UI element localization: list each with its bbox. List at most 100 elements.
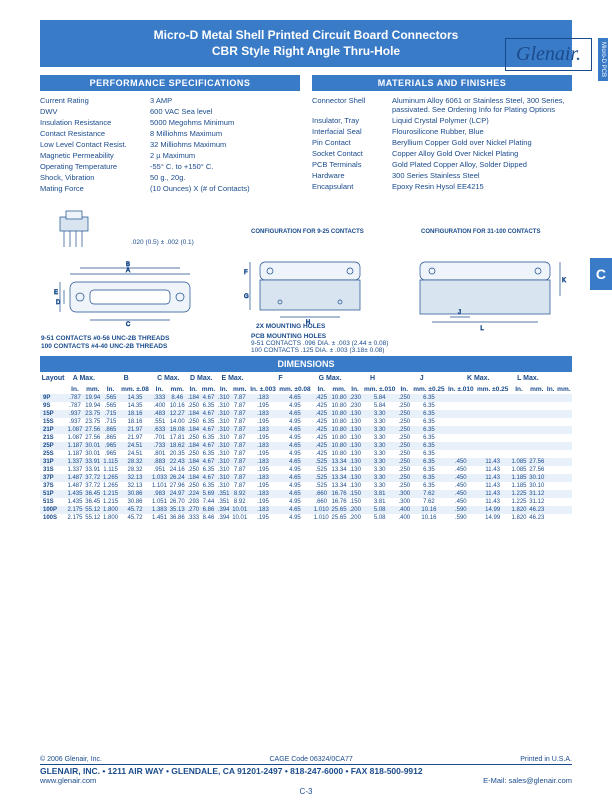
cell: 21S [40, 434, 66, 442]
cell [475, 426, 510, 434]
cell: 37P [40, 474, 66, 482]
cell: .865 [102, 426, 120, 434]
cell: 24.51 [119, 450, 150, 458]
cell: 10.80 [330, 450, 348, 458]
cell [556, 402, 572, 410]
cell: .130 [348, 410, 362, 418]
cell: 1.085 [510, 466, 528, 474]
cell: .787 [66, 394, 84, 402]
cell: 23.75 [84, 418, 102, 426]
cell [556, 450, 572, 458]
col-group: E Max. [217, 372, 249, 383]
cell: 1.101 [151, 482, 169, 490]
svg-text:K: K [562, 278, 566, 284]
spec-label: Shock, Vibration [40, 173, 150, 182]
cell: .250 [397, 474, 411, 482]
cell: .660 [312, 490, 330, 498]
cell: 5.84 [362, 402, 397, 410]
cell: 1.265 [102, 474, 120, 482]
cell [546, 474, 556, 482]
col-unit: In. ±.003 [249, 383, 278, 394]
cell: .250 [397, 442, 411, 450]
col-unit: mm. ±.010 [362, 383, 397, 394]
cell: .195 [249, 466, 278, 474]
cell: .250 [186, 434, 200, 442]
cell: .715 [102, 410, 120, 418]
cell: .425 [312, 418, 330, 426]
specs-row: PERFORMANCE SPECIFICATIONS Current Ratin… [40, 75, 572, 194]
col-unit: In. [186, 383, 200, 394]
spec-row: Insulator, TrayLiquid Crystal Polymer (L… [312, 115, 572, 126]
svg-text:J: J [458, 310, 461, 316]
cell [446, 426, 475, 434]
cell: 1.185 [510, 474, 528, 482]
cell: 13.34 [330, 466, 348, 474]
cell [446, 402, 475, 410]
cell [546, 434, 556, 442]
cell: 30.01 [84, 442, 102, 450]
cell: .483 [151, 410, 169, 418]
spec-label: Insulator, Tray [312, 116, 392, 125]
col-group: K Max. [446, 372, 510, 383]
cell: 4.95 [277, 498, 312, 506]
cell: 28.32 [119, 458, 150, 466]
cell [556, 514, 572, 522]
cell: .425 [312, 410, 330, 418]
spec-value: Beryllium Copper Gold over Nickel Platin… [392, 138, 572, 147]
cell: 6.86 [200, 506, 216, 514]
col-unit: mm. [330, 383, 348, 394]
col-unit: mm. ±.08 [119, 383, 150, 394]
spec-row: DWV600 VAC Sea level [40, 106, 300, 117]
cell: 30.86 [119, 490, 150, 498]
table-row: 25P1.18730.01.96524.51.73318.62.1844.67.… [40, 442, 572, 450]
cell: .983 [151, 490, 169, 498]
table-row: 15P.93723.75.71518.16.48312.27.1844.67.3… [40, 410, 572, 418]
spec-value: 300 Series Stainless Steel [392, 171, 572, 180]
cell: .425 [312, 394, 330, 402]
cell [546, 426, 556, 434]
cell: 6.35 [411, 458, 446, 466]
col-group: G Max. [312, 372, 348, 383]
cell: .230 [348, 394, 362, 402]
cell: .525 [312, 458, 330, 466]
cell: 37.72 [84, 482, 102, 490]
cell: 7.87 [231, 402, 249, 410]
cell [475, 418, 510, 426]
cell: 8.92 [231, 498, 249, 506]
cell [546, 466, 556, 474]
cell: 1.487 [66, 482, 84, 490]
cell: .300 [397, 498, 411, 506]
cell: 4.67 [200, 394, 216, 402]
col-unit: mm. [556, 383, 572, 394]
cell: 18.16 [119, 410, 150, 418]
cell: 22.43 [168, 458, 186, 466]
spec-value: 600 VAC Sea level [150, 107, 300, 116]
cell: 11.43 [475, 466, 510, 474]
cell: 11.43 [475, 498, 510, 506]
cell: 3.30 [362, 450, 397, 458]
cell: 7.62 [411, 498, 446, 506]
cell: 4.95 [277, 402, 312, 410]
cell [546, 402, 556, 410]
cell: .590 [446, 514, 475, 522]
spec-label: Low Level Contact Resist. [40, 140, 150, 149]
cell: .183 [249, 394, 278, 402]
cell: 7.87 [231, 442, 249, 450]
spec-value: 5000 Megohms Minimum [150, 118, 300, 127]
cell: 3.30 [362, 434, 397, 442]
spec-value: 8 Milliohms Maximum [150, 129, 300, 138]
cell [556, 506, 572, 514]
cell: .150 [348, 490, 362, 498]
cell: 12.27 [168, 410, 186, 418]
cell: 6.35 [411, 466, 446, 474]
cell: .184 [186, 410, 200, 418]
cell: .351 [217, 490, 231, 498]
cell: 7.62 [411, 490, 446, 498]
cell: .551 [151, 418, 169, 426]
cell: 1.187 [66, 442, 84, 450]
table-row: 15S.93723.75.71518.16.55114.00.2506.35.3… [40, 418, 572, 426]
svg-text:E: E [54, 290, 58, 296]
cell: .184 [186, 442, 200, 450]
cell [556, 458, 572, 466]
cell: .400 [151, 402, 169, 410]
